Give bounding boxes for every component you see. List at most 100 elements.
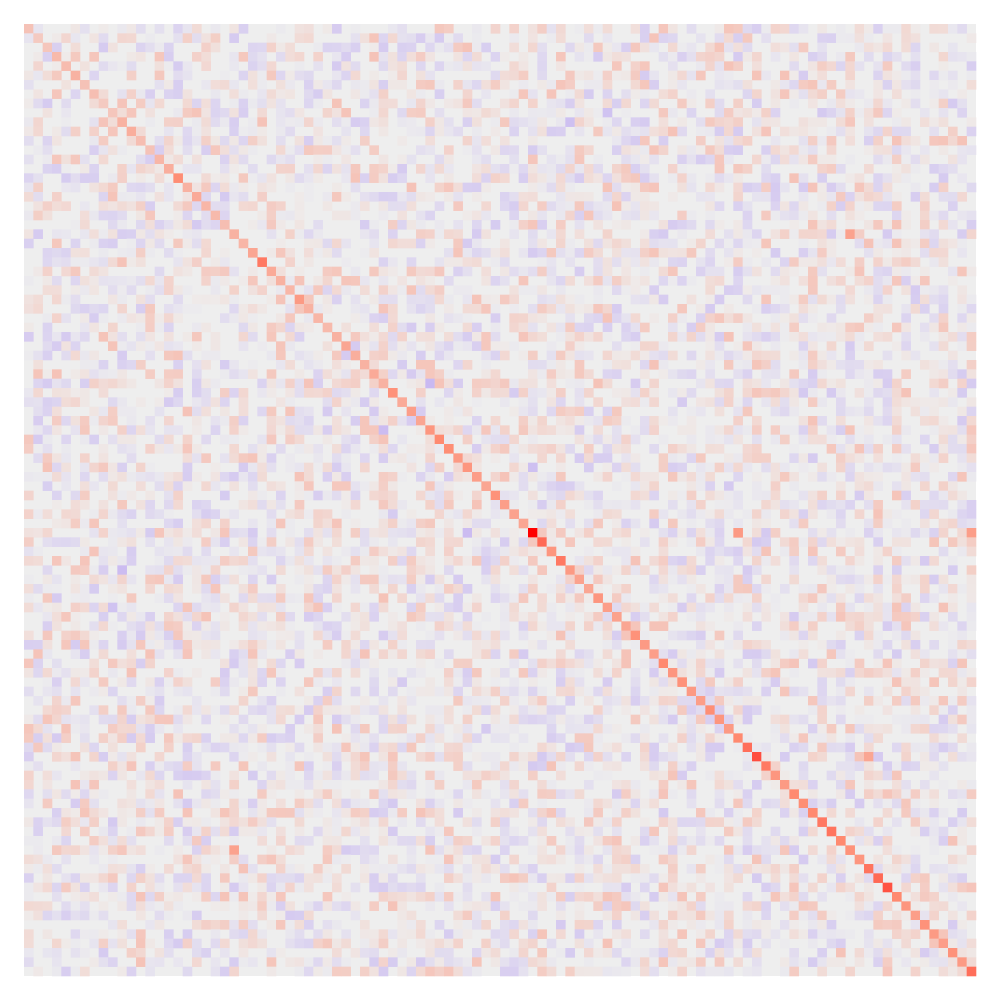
heatmap-cell — [770, 434, 781, 445]
heatmap-cell — [882, 546, 893, 557]
heatmap-cell — [33, 434, 43, 445]
heatmap-cell — [705, 276, 715, 286]
heatmap-cell — [350, 313, 361, 323]
heatmap-cell — [24, 192, 34, 202]
heatmap-cell — [248, 164, 258, 174]
heatmap-cell — [444, 602, 454, 613]
heatmap-cell — [229, 33, 239, 43]
heatmap-cell — [294, 546, 305, 557]
heatmap-cell — [873, 668, 883, 678]
heatmap-cell — [378, 42, 389, 53]
heatmap-cell — [350, 546, 361, 557]
heatmap-cell — [388, 612, 398, 622]
heatmap-cell — [658, 276, 669, 286]
heatmap-cell — [752, 518, 762, 529]
heatmap-cell — [108, 369, 118, 379]
heatmap-cell — [910, 350, 921, 361]
heatmap-cell — [770, 388, 781, 398]
heatmap-cell — [966, 416, 977, 426]
heatmap-cell — [808, 294, 818, 305]
heatmap-cell — [920, 322, 930, 333]
heatmap-cell — [761, 686, 771, 697]
heatmap-cell — [593, 42, 603, 53]
heatmap-cell — [201, 640, 211, 650]
heatmap-cell — [920, 266, 930, 277]
heatmap-cell — [854, 556, 865, 566]
heatmap-cell — [388, 322, 398, 333]
heatmap-cell — [584, 24, 594, 34]
heatmap-cell — [528, 416, 538, 426]
heatmap-cell — [724, 546, 734, 557]
heatmap-cell — [229, 724, 239, 734]
heatmap-cell — [481, 649, 491, 659]
heatmap-cell — [705, 509, 715, 519]
heatmap-cell — [276, 145, 286, 155]
heatmap-cell — [901, 481, 911, 491]
heatmap-cell — [910, 640, 921, 650]
heatmap-cell — [528, 406, 538, 417]
heatmap-cell — [528, 304, 538, 314]
heatmap-cell — [966, 714, 977, 725]
heatmap-cell — [938, 658, 949, 669]
heatmap-cell — [574, 24, 585, 34]
heatmap-cell — [770, 173, 781, 183]
heatmap-cell — [313, 528, 323, 538]
heatmap-cell — [462, 136, 473, 146]
heatmap-cell — [210, 481, 221, 491]
heatmap-cell — [126, 257, 137, 267]
heatmap-cell — [518, 276, 529, 286]
heatmap-cell — [826, 649, 837, 659]
heatmap-cell — [332, 490, 342, 501]
heatmap-cell — [490, 276, 501, 286]
heatmap-cell — [332, 481, 342, 491]
heatmap-cell — [528, 192, 538, 202]
heatmap-cell — [574, 294, 585, 305]
heatmap-cell — [537, 714, 547, 725]
heatmap-cell — [742, 714, 753, 725]
heatmap-cell — [388, 201, 398, 211]
heatmap-cell — [696, 406, 706, 417]
heatmap-cell — [546, 481, 557, 491]
heatmap-cell — [584, 52, 594, 62]
heatmap-cell — [378, 89, 389, 99]
heatmap-cell — [957, 238, 967, 249]
heatmap-cell — [640, 229, 650, 239]
heatmap-cell — [686, 24, 697, 34]
heatmap-cell — [705, 425, 715, 435]
heatmap-cell — [864, 52, 874, 62]
heatmap-cell — [369, 52, 379, 62]
heatmap-cell — [126, 640, 137, 650]
heatmap-cell — [481, 434, 491, 445]
heatmap-cell — [537, 444, 547, 454]
heatmap-cell — [136, 164, 146, 174]
heatmap-cell — [640, 630, 650, 641]
heatmap-cell — [789, 500, 799, 510]
heatmap-cell — [733, 705, 743, 715]
heatmap-cell — [948, 668, 958, 678]
heatmap-cell — [276, 668, 286, 678]
heatmap-cell — [780, 434, 790, 445]
heatmap-cell — [873, 612, 883, 622]
heatmap-cell — [518, 584, 529, 594]
heatmap-cell — [826, 612, 837, 622]
heatmap-cell — [826, 388, 837, 398]
heatmap-cell — [33, 668, 43, 678]
heatmap-cell — [406, 453, 417, 463]
heatmap-cell — [593, 658, 603, 669]
heatmap-cell — [350, 397, 361, 407]
heatmap-cell — [677, 490, 687, 501]
heatmap-cell — [696, 658, 706, 669]
heatmap-cell — [873, 630, 883, 641]
heatmap-cell — [304, 98, 314, 109]
heatmap-cell — [416, 126, 426, 137]
heatmap-cell — [201, 210, 211, 221]
heatmap-cell — [920, 145, 930, 155]
heatmap-cell — [369, 565, 379, 575]
heatmap-cell — [808, 696, 818, 706]
heatmap-cell — [266, 546, 277, 557]
heatmap-cell — [686, 145, 697, 155]
heatmap-cell — [294, 332, 305, 342]
heatmap-cell — [220, 686, 230, 697]
heatmap-cell — [416, 425, 426, 435]
heatmap-cell — [285, 126, 295, 137]
